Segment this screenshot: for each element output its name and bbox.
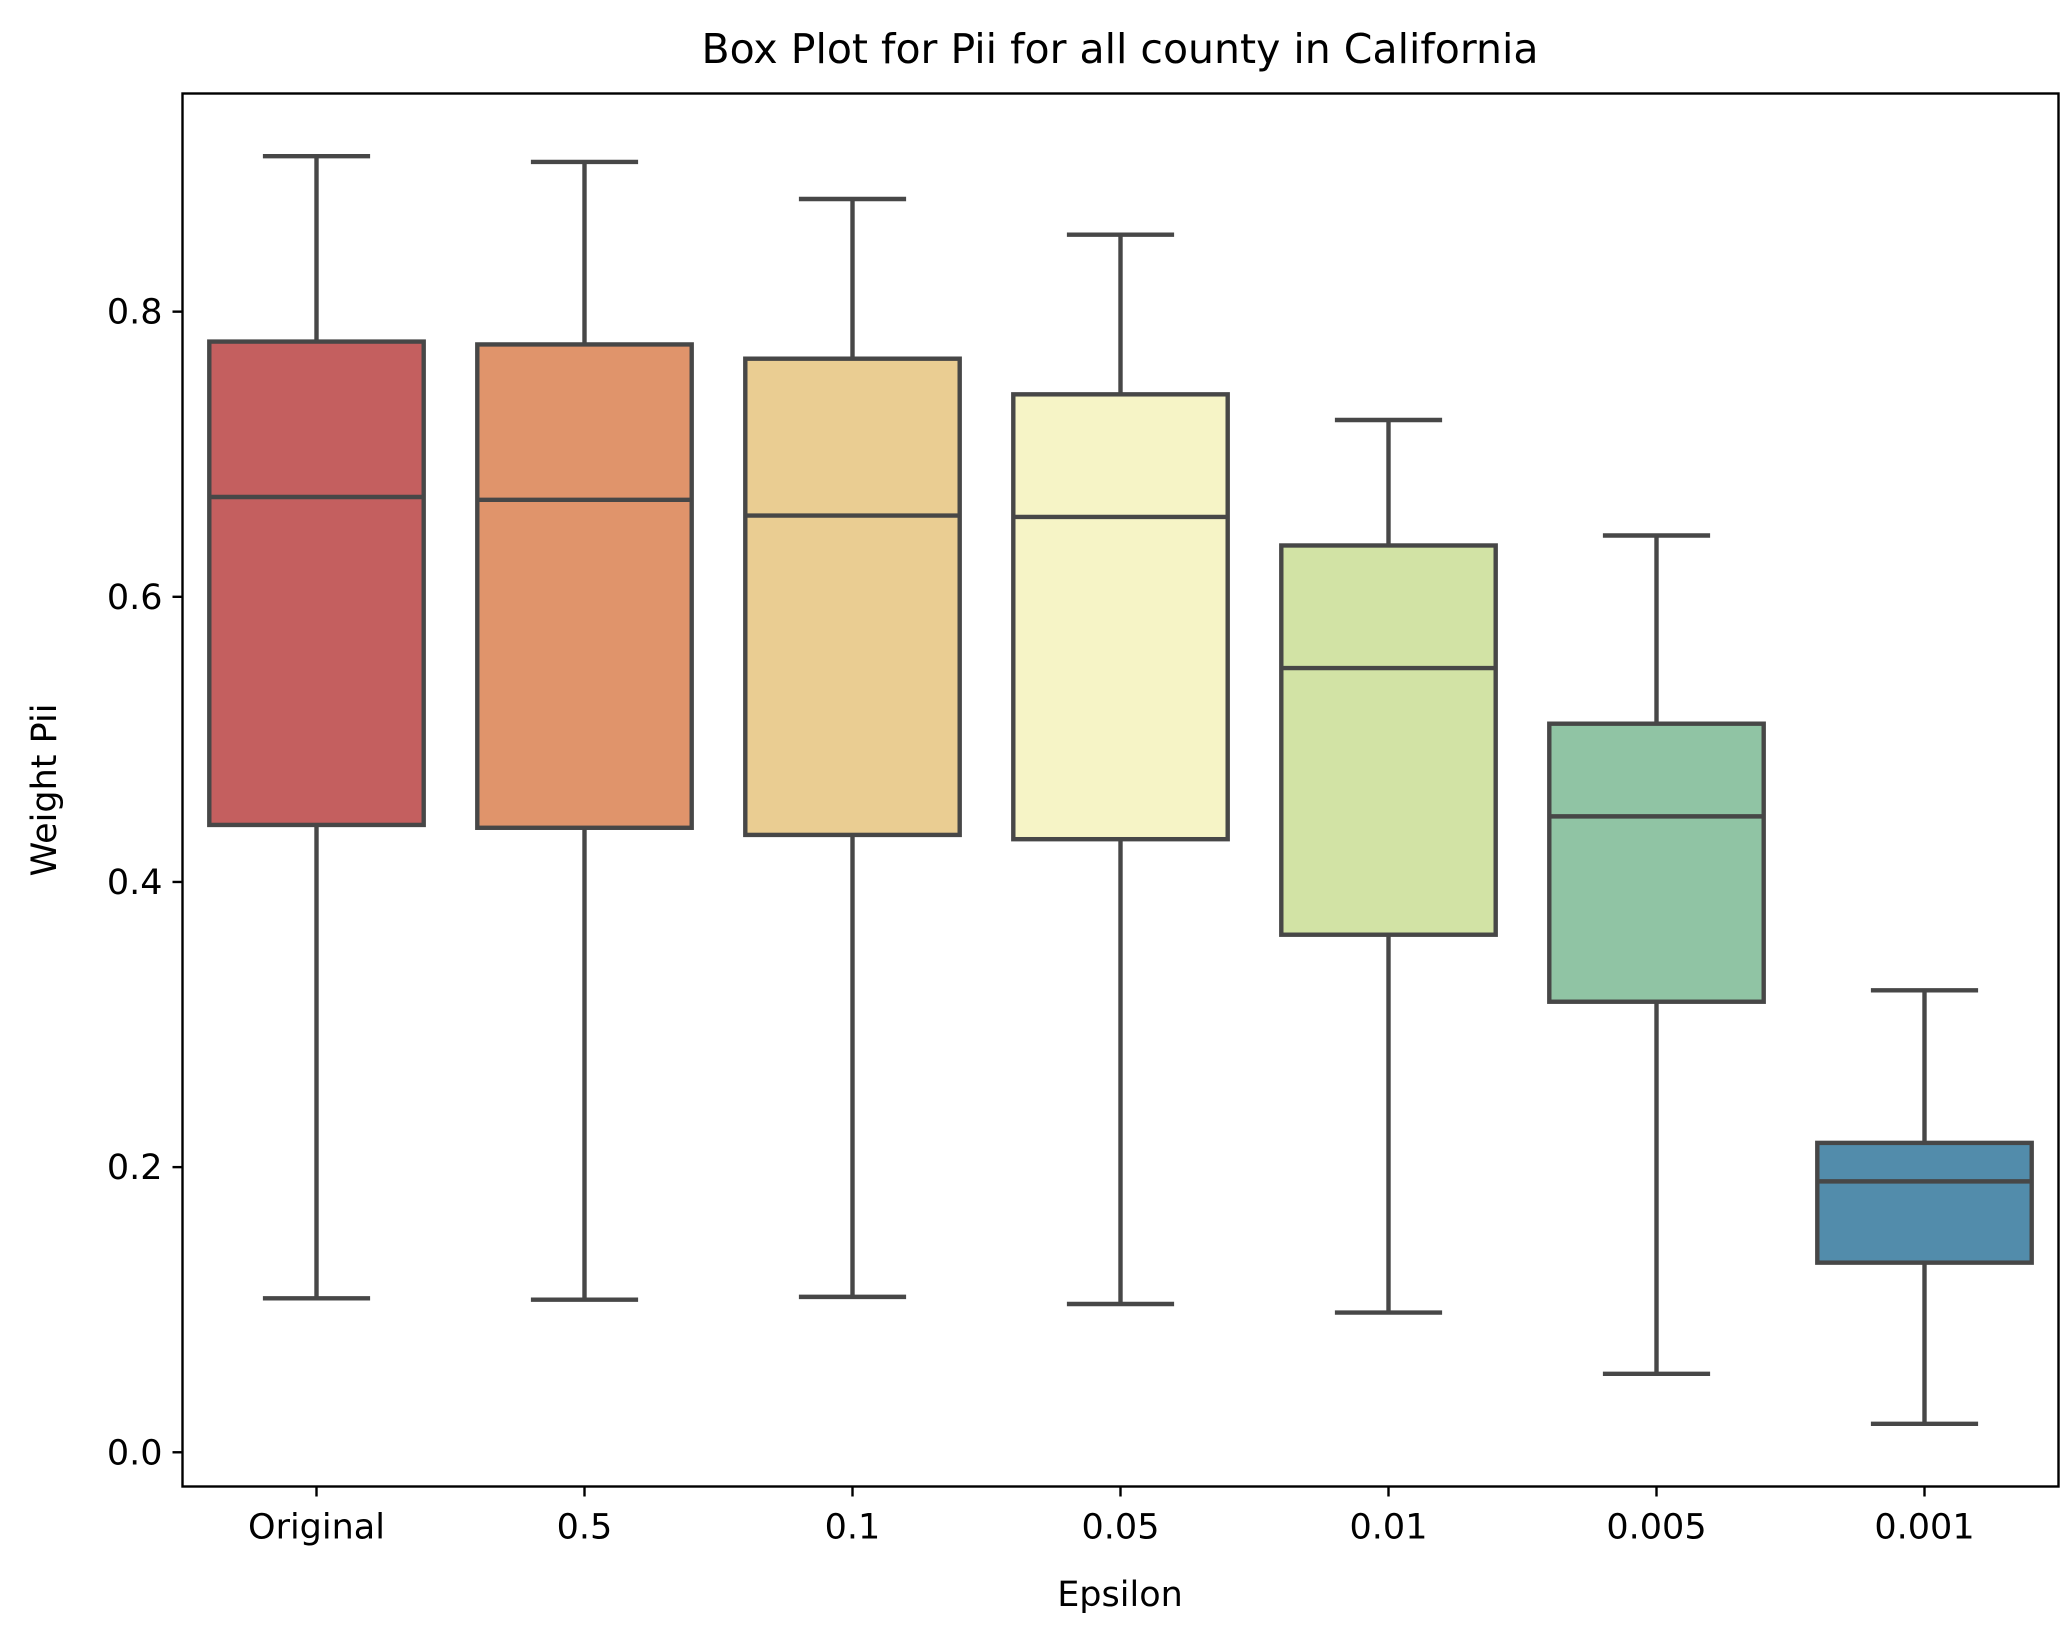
x-tick-label: 0.1 bbox=[825, 1508, 881, 1548]
box-group-0 bbox=[207, 154, 426, 1301]
iqr-box bbox=[1011, 392, 1230, 842]
chart-title: Box Plot for Pii for all county in Calif… bbox=[701, 25, 1538, 73]
x-axis-label: Epsilon bbox=[1057, 1575, 1183, 1615]
x-tick-label: 0.05 bbox=[1082, 1508, 1160, 1548]
box-group-6 bbox=[1815, 988, 2034, 1426]
iqr-box bbox=[475, 342, 694, 830]
box-group-5 bbox=[1547, 533, 1766, 1377]
box-group-4 bbox=[1279, 417, 1498, 1315]
x-tick-label: 0.005 bbox=[1606, 1508, 1706, 1548]
x-axis: Original 0.5 0.1 0.05 0.01 0.005 0.001 bbox=[248, 1486, 1975, 1548]
y-axis: 0.0 0.2 0.4 0.6 0.8 bbox=[107, 293, 183, 1473]
y-tick-label: 0.0 bbox=[107, 1433, 163, 1473]
y-tick-label: 0.2 bbox=[107, 1148, 163, 1188]
x-tick-label: 0.001 bbox=[1874, 1508, 1974, 1548]
plot-frame bbox=[181, 92, 2060, 1488]
x-tick-label: 0.01 bbox=[1350, 1508, 1428, 1548]
box-group-1 bbox=[475, 159, 694, 1302]
iqr-box bbox=[1279, 543, 1498, 937]
iqr-box bbox=[1547, 721, 1766, 1004]
y-tick-label: 0.4 bbox=[107, 863, 163, 903]
boxes-layer bbox=[207, 154, 2034, 1426]
box-group-3 bbox=[1011, 232, 1230, 1307]
iqr-box bbox=[1815, 1140, 2034, 1265]
box-group-2 bbox=[743, 196, 962, 1300]
x-tick-label: Original bbox=[248, 1508, 385, 1548]
y-axis-label: Weight Pii bbox=[25, 704, 65, 877]
y-tick-label: 0.6 bbox=[107, 578, 163, 618]
y-tick-label: 0.8 bbox=[107, 293, 163, 333]
x-tick-label: 0.5 bbox=[557, 1508, 613, 1548]
iqr-box bbox=[743, 356, 962, 838]
iqr-box bbox=[207, 339, 426, 828]
